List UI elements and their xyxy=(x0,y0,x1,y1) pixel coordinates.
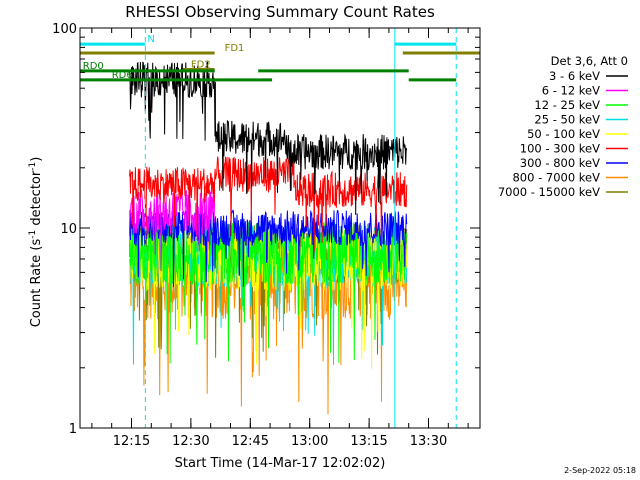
series-300-800-kev-line xyxy=(129,209,408,288)
x-axis: 12:15 12:30 12:45 13:00 13:15 13:30 xyxy=(91,28,469,449)
flag-bars: N FD1 FD2 RD0 RD6 xyxy=(80,34,480,82)
series-layer xyxy=(129,61,408,415)
series-3-6-kev-line xyxy=(129,61,408,215)
vertical-lines xyxy=(144,28,457,428)
y-tick-label: 100 xyxy=(52,22,77,37)
flag-label-fd2: FD2 xyxy=(191,60,211,71)
legend-label-7000-15000-kev: 7000 - 15000 keV xyxy=(498,185,600,199)
flag-label-n: N xyxy=(147,34,154,45)
legend-label-300-800-kev: 300 - 800 keV xyxy=(520,156,600,170)
flag-label-rd0: RD0 xyxy=(83,61,104,72)
legend-label-3-6-kev: 3 - 6 keV xyxy=(549,69,600,83)
flag-label-rd6: RD6 xyxy=(112,70,133,81)
series-50-100-kev-line xyxy=(129,225,408,369)
x-tick-label: 12:15 xyxy=(113,434,150,449)
series-6-12-kev-line xyxy=(129,188,216,272)
legend-label-800-7000-kev: 800 - 7000 keV xyxy=(512,171,600,185)
y-tick-label: 1 xyxy=(69,422,77,437)
y-axis-label: Count Rate (s-1 detector-1) xyxy=(28,157,44,328)
y-tick-label: 10 xyxy=(60,222,77,237)
x-tick-label: 12:30 xyxy=(172,434,209,449)
x-tick-label: 12:45 xyxy=(232,434,269,449)
legend-title: Det 3,6, Att 0 xyxy=(551,54,628,68)
flag-label-fd1: FD1 xyxy=(225,43,245,54)
chart-title: RHESSI Observing Summary Count Rates xyxy=(125,3,435,21)
footer-date: 2-Sep-2022 05:18 xyxy=(564,466,636,475)
x-axis-label: Start Time (14-Mar-17 12:02:02) xyxy=(175,456,386,471)
legend-label-25-50-kev: 25 - 50 keV xyxy=(534,113,600,127)
x-tick-label: 13:00 xyxy=(291,434,328,449)
legend-label-6-12-kev: 6 - 12 keV xyxy=(542,84,600,98)
y-axis: 1 10 100 xyxy=(52,22,480,437)
legend-label-12-25-kev: 12 - 25 keV xyxy=(534,98,600,112)
x-tick-label: 13:30 xyxy=(410,434,447,449)
x-tick-label: 13:15 xyxy=(350,434,387,449)
legend-label-100-300-kev: 100 - 300 keV xyxy=(520,142,600,156)
legend-label-50-100-kev: 50 - 100 keV xyxy=(527,127,600,141)
